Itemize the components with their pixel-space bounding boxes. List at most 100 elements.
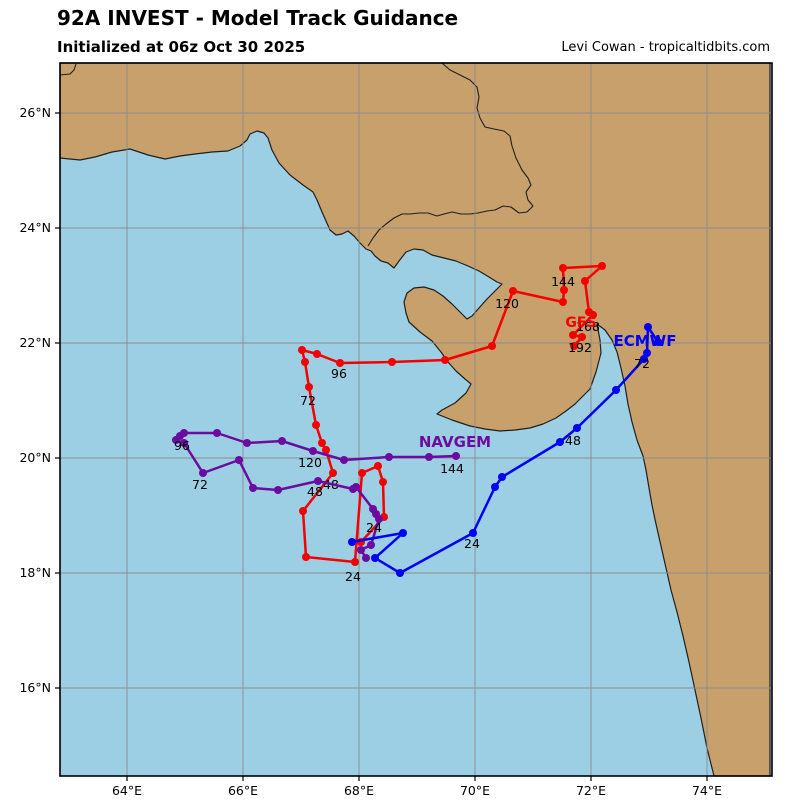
lat-tick-label: 26°N bbox=[19, 105, 51, 120]
navgem-track-point bbox=[369, 505, 377, 513]
navgem-hour-label: 48 bbox=[307, 484, 323, 499]
lat-tick-label: 16°N bbox=[19, 680, 51, 695]
ecmwf-track-point bbox=[498, 473, 506, 481]
ecmwf-track-point bbox=[643, 349, 651, 357]
gfs-track-point bbox=[299, 507, 307, 515]
gfs-track-point bbox=[329, 469, 337, 477]
gfs-track-point bbox=[560, 286, 568, 294]
gfs-track-point bbox=[379, 478, 387, 486]
gfs-track-point bbox=[358, 469, 366, 477]
ecmwf-model-label: ECMWF bbox=[614, 332, 677, 350]
gfs-track-point bbox=[312, 421, 320, 429]
ecmwf-track-point bbox=[348, 538, 356, 546]
credit-label: Levi Cowan - tropicaltidbits.com bbox=[561, 40, 770, 55]
init-time-label: Initialized at 06z Oct 30 2025 bbox=[57, 38, 306, 56]
gfs-track-point bbox=[305, 383, 313, 391]
ecmwf-track-point bbox=[644, 323, 652, 331]
navgem-track-point bbox=[452, 452, 460, 460]
navgem-track-point bbox=[243, 439, 251, 447]
ecmwf-hour-label: 72 bbox=[634, 356, 650, 371]
ecmwf-track-point bbox=[491, 483, 499, 491]
ecmwf-track-point bbox=[573, 424, 581, 432]
navgem-hour-label: 120 bbox=[298, 455, 322, 470]
navgem-track-point bbox=[180, 429, 188, 437]
navgem-hour-label: 72 bbox=[192, 477, 208, 492]
navgem-track-point bbox=[340, 456, 348, 464]
ecmwf-hour-label: 24 bbox=[464, 536, 480, 551]
lat-tick-label: 22°N bbox=[19, 335, 51, 350]
gfs-track-point bbox=[301, 358, 309, 366]
gfs-track-point bbox=[318, 439, 326, 447]
gfs-track-point bbox=[441, 356, 449, 364]
gfs-hour-label: 144 bbox=[551, 274, 575, 289]
navgem-hour-label: 144 bbox=[440, 461, 464, 476]
lat-tick-label: 20°N bbox=[19, 450, 51, 465]
ecmwf-track-point bbox=[371, 554, 379, 562]
gfs-track-point bbox=[322, 446, 330, 454]
gfs-track-point bbox=[313, 350, 321, 358]
navgem-track-point bbox=[274, 486, 282, 494]
gfs-track-point bbox=[298, 346, 306, 354]
gfs-track-point bbox=[581, 277, 589, 285]
border-line bbox=[59, 63, 77, 76]
gfs-track-point bbox=[570, 342, 578, 350]
gfs-hour-label: 192 bbox=[568, 340, 592, 355]
gfs-model-label: GFS bbox=[565, 315, 596, 331]
lon-tick-label: 64°E bbox=[112, 783, 142, 798]
navgem-hour-label: 24 bbox=[366, 520, 382, 535]
gfs-track-point bbox=[374, 462, 382, 470]
navgem-track-point bbox=[309, 447, 317, 455]
navgem-track-point bbox=[278, 437, 286, 445]
map-frame bbox=[59, 62, 773, 777]
gfs-track-point bbox=[336, 359, 344, 367]
navgem-track-point bbox=[249, 484, 257, 492]
navgem-track-point bbox=[425, 453, 433, 461]
gfs-hour-label: 24 bbox=[345, 569, 361, 584]
navgem-track-point bbox=[362, 554, 370, 562]
navgem-track-point bbox=[213, 429, 221, 437]
navgem-track-point bbox=[385, 453, 393, 461]
gfs-track-point bbox=[559, 264, 567, 272]
navgem-hour-label: 96 bbox=[174, 438, 190, 453]
gfs-track-point bbox=[388, 358, 396, 366]
gfs-track-point bbox=[598, 262, 606, 270]
navgem-track-point bbox=[180, 439, 188, 447]
gfs-hour-label: 72 bbox=[300, 393, 316, 408]
border-line bbox=[367, 62, 534, 247]
lon-tick-label: 68°E bbox=[344, 783, 374, 798]
navgem-track-point bbox=[314, 477, 322, 485]
gfs-track-point bbox=[559, 298, 567, 306]
page-title: 92A INVEST - Model Track Guidance bbox=[57, 6, 459, 30]
lat-tick-label: 24°N bbox=[19, 220, 51, 235]
lon-tick-label: 74°E bbox=[692, 783, 722, 798]
gfs-track-point bbox=[302, 553, 310, 561]
ecmwf-track-point bbox=[640, 355, 648, 363]
ecmwf-track-point bbox=[612, 386, 620, 394]
gfs-track-point bbox=[351, 558, 359, 566]
gfs-track-point bbox=[589, 311, 597, 319]
landmass bbox=[59, 62, 771, 777]
gfs-track-point bbox=[488, 342, 496, 350]
lon-tick-label: 72°E bbox=[576, 783, 606, 798]
navgem-track-point bbox=[199, 469, 207, 477]
navgem-track-point bbox=[367, 541, 375, 549]
ecmwf-hour-label: 48 bbox=[565, 433, 581, 448]
gfs-track-point bbox=[578, 333, 586, 341]
gfs-hour-label: 168 bbox=[576, 319, 600, 334]
lon-tick-label: 66°E bbox=[228, 783, 258, 798]
navgem-track-point bbox=[235, 456, 243, 464]
ecmwf-track-point bbox=[556, 438, 564, 446]
lat-tick-label: 18°N bbox=[19, 565, 51, 580]
gfs-track-point bbox=[509, 287, 517, 295]
ecmwf-track-point bbox=[399, 529, 407, 537]
navgem-track-point bbox=[349, 485, 357, 493]
lon-tick-label: 70°E bbox=[460, 783, 490, 798]
gfs-track-point bbox=[569, 331, 577, 339]
gfs-hour-label: 96 bbox=[331, 366, 347, 381]
navgem-track-point bbox=[357, 546, 365, 554]
ecmwf-track-point bbox=[654, 338, 662, 346]
ecmwf-track-point bbox=[396, 569, 404, 577]
navgem-model-label: NAVGEM bbox=[419, 433, 491, 451]
